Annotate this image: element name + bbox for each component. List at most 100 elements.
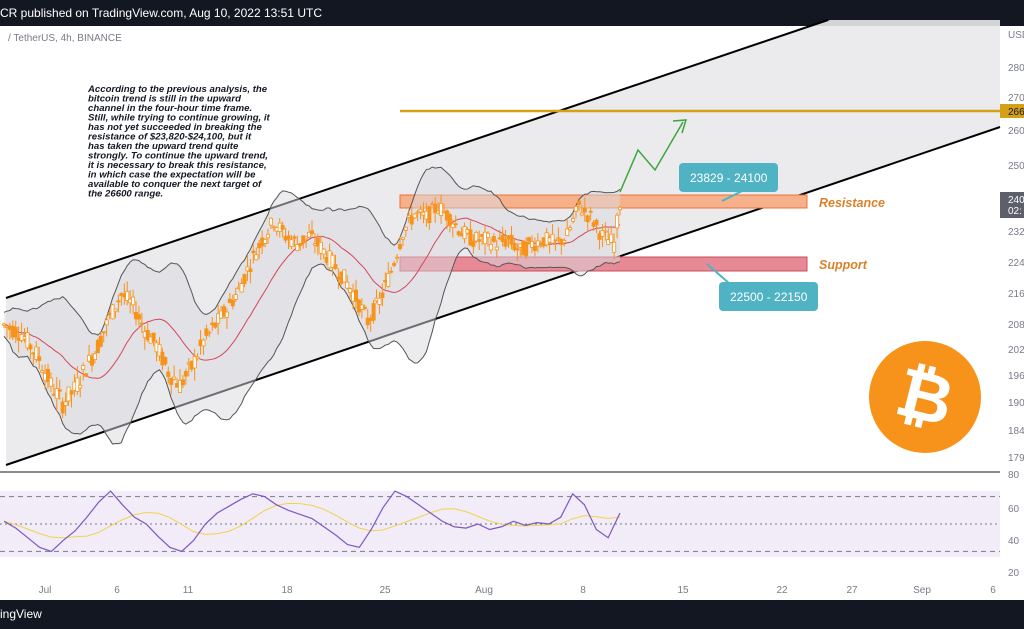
rsi-tick: 80	[1008, 470, 1020, 481]
candles	[2, 194, 623, 418]
candle-body	[242, 274, 247, 284]
candle-body	[239, 283, 244, 293]
candle-body	[512, 243, 517, 251]
candle-body	[524, 242, 529, 257]
candle-body	[63, 401, 68, 406]
candle-body	[485, 232, 490, 239]
candle-body	[377, 297, 382, 305]
candle-body	[57, 389, 62, 392]
time-tick: Jul	[39, 585, 52, 596]
candle-body	[582, 207, 587, 213]
price-tick: 216	[1008, 289, 1024, 300]
candle-body	[450, 223, 455, 228]
time-axis: Jul 6 11 18 25 Aug 8 15 22 27 Sep 6	[39, 585, 997, 596]
time-tick: 22	[776, 585, 788, 596]
candle-body	[104, 319, 109, 326]
candle-body	[78, 384, 83, 389]
candle-body	[447, 214, 452, 226]
candle-body	[565, 228, 570, 237]
candle-body	[136, 314, 141, 320]
candle-body	[145, 329, 150, 341]
candle-body	[151, 332, 156, 342]
candle-body	[309, 230, 314, 234]
candle-body	[177, 379, 182, 393]
candle-body	[248, 268, 253, 273]
candle-body	[609, 233, 614, 243]
candle-body	[298, 243, 303, 246]
candle-body	[389, 270, 394, 273]
candle-body	[251, 250, 256, 254]
annotation-line: Still, while trying to continue growing,…	[88, 113, 271, 124]
candle-body	[289, 239, 294, 248]
candle-body	[362, 306, 367, 309]
candle-body	[386, 273, 391, 287]
candle-body	[28, 344, 33, 350]
time-tick: 15	[677, 585, 689, 596]
candle-body	[230, 300, 235, 307]
currency-label: USD	[1008, 30, 1024, 41]
rsi-ma-line	[3, 502, 621, 539]
candle-body	[488, 244, 493, 251]
price-tick: 208	[1008, 320, 1024, 331]
candle-body	[172, 376, 177, 380]
candle-body	[400, 237, 405, 240]
support-callout: 22500 - 22150	[706, 263, 818, 311]
candle-body	[342, 269, 347, 283]
candle-body	[192, 356, 197, 369]
candle-body	[286, 235, 291, 240]
candle-body	[166, 371, 171, 377]
annotation-line: channel in the four-hour time frame.	[88, 103, 252, 114]
price-tick: 260	[1008, 126, 1024, 137]
candle-body	[409, 215, 414, 225]
candle-body	[618, 206, 623, 211]
candle-body	[453, 223, 458, 226]
price-tick: 250	[1008, 161, 1024, 172]
annotation-line: available to conquer the next target of	[88, 179, 262, 190]
candle-body	[169, 377, 174, 385]
candle-body	[90, 356, 95, 366]
current-price-label: 240	[1008, 195, 1024, 206]
candle-body	[477, 239, 482, 242]
candle-body	[392, 263, 397, 266]
candle-body	[25, 332, 30, 349]
candle-body	[594, 219, 599, 226]
channel-upper-line	[5, 19, 829, 299]
annotation-line: has not yet succeeded in breaking the	[88, 122, 262, 133]
candle-body	[433, 203, 438, 214]
candle-body	[468, 229, 473, 246]
band-lower	[3, 247, 621, 445]
candle-body	[139, 322, 144, 325]
candle-body	[365, 317, 370, 326]
candle-body	[125, 291, 130, 301]
candle-body	[301, 235, 306, 244]
resistance-callout: 23829 - 24100	[679, 163, 778, 202]
candle-body	[380, 292, 385, 298]
time-tick: 18	[281, 585, 293, 596]
candle-body	[418, 208, 423, 213]
candle-body	[268, 217, 273, 226]
candle-body	[571, 218, 576, 222]
footer-brand: ingView	[0, 607, 42, 621]
projection-arrow	[619, 121, 684, 193]
time-tick: 25	[379, 585, 391, 596]
analysis-annotation: According to the previous analysis, theb…	[87, 84, 271, 200]
candle-body	[98, 335, 103, 347]
candle-body	[515, 248, 520, 251]
candle-body	[494, 246, 499, 251]
candle-body	[213, 322, 218, 328]
price-tick: 179	[1008, 453, 1024, 464]
candle-body	[75, 377, 80, 392]
candle-body	[54, 388, 59, 400]
candle-body	[576, 200, 581, 206]
candle-body	[254, 254, 259, 261]
rsi-pane: 80 60 40 20	[0, 470, 1020, 579]
chart-area[interactable]: / TetherUS, 4h, BINANCE USD Resistance S…	[0, 0, 1024, 600]
candle-body	[40, 370, 45, 373]
channel-lower-line	[5, 126, 1001, 466]
price-tick: 270	[1008, 93, 1024, 104]
candle-body	[556, 237, 561, 240]
support-callout-text: 22500 - 22150	[730, 290, 808, 304]
candle-body	[263, 238, 268, 244]
current-price-tag	[1000, 192, 1024, 218]
candle-body	[395, 256, 400, 259]
